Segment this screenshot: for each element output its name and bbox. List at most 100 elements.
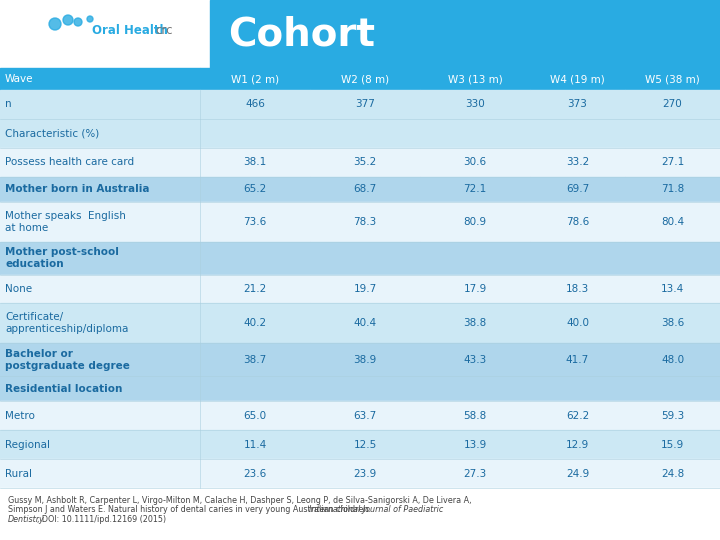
Text: 38.7: 38.7 (243, 355, 266, 365)
Bar (625, 242, 720, 274)
Text: W5 (38 m): W5 (38 m) (645, 74, 700, 84)
Bar (310, 274, 420, 303)
Text: 21.2: 21.2 (243, 284, 266, 294)
Circle shape (63, 15, 73, 25)
Bar (0, 90, 200, 119)
Bar (625, 459, 720, 488)
Bar (530, 430, 625, 459)
Bar (420, 119, 530, 148)
Bar (0, 68, 200, 90)
Text: Gussy M, Ashbolt R, Carpenter L, Virgo-Milton M, Calache H, Dashper S, Leong P, : Gussy M, Ashbolt R, Carpenter L, Virgo-M… (8, 496, 472, 505)
Text: 65.0: 65.0 (243, 410, 266, 421)
Text: Rural: Rural (5, 469, 32, 478)
Text: 65.2: 65.2 (243, 185, 266, 194)
Circle shape (87, 16, 93, 22)
Bar (200, 242, 310, 274)
Text: 19.7: 19.7 (354, 284, 377, 294)
Bar (0, 242, 200, 274)
Bar (420, 401, 530, 430)
Text: n: n (5, 99, 12, 110)
Bar (530, 148, 625, 177)
Text: 11.4: 11.4 (243, 440, 266, 450)
Text: 40.2: 40.2 (243, 319, 266, 328)
Text: Wave: Wave (5, 74, 34, 84)
Text: 80.4: 80.4 (661, 217, 684, 227)
Text: Regional: Regional (5, 440, 50, 450)
Text: 24.9: 24.9 (566, 469, 589, 478)
Bar (310, 68, 420, 90)
Text: 48.0: 48.0 (661, 355, 684, 365)
Bar (310, 202, 420, 242)
Bar (420, 376, 530, 401)
Text: Oral Health: Oral Health (92, 24, 168, 37)
Bar (420, 242, 530, 274)
Text: 33.2: 33.2 (566, 157, 589, 167)
Text: Possess health care card: Possess health care card (5, 157, 134, 167)
Bar (0, 303, 200, 343)
Bar (310, 343, 420, 376)
Bar (310, 376, 420, 401)
Text: 78.3: 78.3 (354, 217, 377, 227)
Text: 41.7: 41.7 (566, 355, 589, 365)
Bar (530, 459, 625, 488)
Bar (530, 202, 625, 242)
Bar (530, 401, 625, 430)
Bar (530, 68, 625, 90)
Bar (625, 90, 720, 119)
Text: W1 (2 m): W1 (2 m) (231, 74, 279, 84)
Text: 35.2: 35.2 (354, 157, 377, 167)
Bar (530, 274, 625, 303)
Bar (625, 274, 720, 303)
Bar (0, 202, 200, 242)
Text: Cohort: Cohort (228, 15, 375, 53)
Text: Bachelor or
postgraduate degree: Bachelor or postgraduate degree (5, 348, 130, 370)
Text: 17.9: 17.9 (464, 284, 487, 294)
Bar (625, 343, 720, 376)
Circle shape (74, 18, 82, 26)
Text: 80.9: 80.9 (464, 217, 487, 227)
Text: 72.1: 72.1 (464, 185, 487, 194)
Bar (530, 119, 625, 148)
Text: 68.7: 68.7 (354, 185, 377, 194)
Text: , DOI: 10.1111/ipd.12169 (2015): , DOI: 10.1111/ipd.12169 (2015) (37, 515, 166, 524)
Text: 71.8: 71.8 (661, 185, 684, 194)
Text: Mother speaks  English
at home: Mother speaks English at home (5, 211, 126, 233)
Bar (420, 177, 530, 202)
Text: 62.2: 62.2 (566, 410, 589, 421)
Bar (625, 148, 720, 177)
Text: 12.5: 12.5 (354, 440, 377, 450)
Text: Metro: Metro (5, 410, 35, 421)
Text: 73.6: 73.6 (243, 217, 266, 227)
Bar (530, 242, 625, 274)
Text: International Journal of Paediatric: International Journal of Paediatric (309, 505, 443, 515)
Text: 270: 270 (662, 99, 683, 110)
Text: 24.8: 24.8 (661, 469, 684, 478)
Text: 63.7: 63.7 (354, 410, 377, 421)
Bar (0, 430, 200, 459)
Text: 27.1: 27.1 (661, 157, 684, 167)
Text: 466: 466 (245, 99, 265, 110)
Text: 38.6: 38.6 (661, 319, 684, 328)
Text: 377: 377 (355, 99, 375, 110)
Text: 13.4: 13.4 (661, 284, 684, 294)
Text: 40.0: 40.0 (566, 319, 589, 328)
Bar (200, 303, 310, 343)
Text: W3 (13 m): W3 (13 m) (448, 74, 503, 84)
Bar (200, 274, 310, 303)
Bar (530, 303, 625, 343)
Bar (200, 343, 310, 376)
Bar (310, 430, 420, 459)
Text: crc: crc (155, 24, 173, 37)
Text: 15.9: 15.9 (661, 440, 684, 450)
Text: 43.3: 43.3 (464, 355, 487, 365)
Bar (420, 303, 530, 343)
Bar (200, 177, 310, 202)
Bar (310, 242, 420, 274)
Bar (0, 488, 720, 540)
Text: None: None (5, 284, 32, 294)
Text: 58.8: 58.8 (464, 410, 487, 421)
Bar (530, 177, 625, 202)
Bar (0, 343, 200, 376)
Bar (625, 401, 720, 430)
Text: 30.6: 30.6 (464, 157, 487, 167)
